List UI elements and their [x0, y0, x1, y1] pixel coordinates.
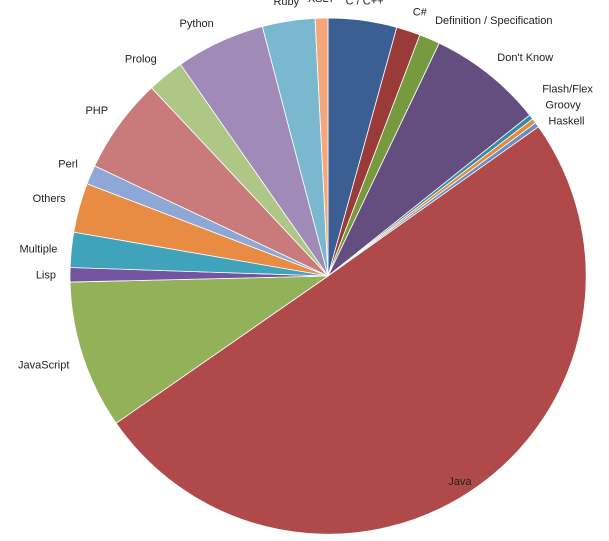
- slice-label-c-c: C / C++: [346, 0, 384, 8]
- slice-label-prolog: Prolog: [125, 54, 157, 66]
- slice-label-javascript: JavaScript: [18, 359, 69, 371]
- slice-label-haskell: Haskell: [548, 116, 584, 128]
- slice-label-others: Others: [33, 193, 67, 205]
- pie-slice-don-t-know: [327, 42, 531, 277]
- slice-label-java: Java: [448, 476, 472, 488]
- pie-slice-xslt: [314, 17, 329, 277]
- pie-slice-javascript: [69, 275, 330, 424]
- slice-label-python: Python: [180, 18, 214, 30]
- slice-label-definition-specification: Definition / Specification: [435, 15, 552, 27]
- slice-label-ruby: Ruby: [273, 0, 299, 8]
- pie-slices: [69, 17, 587, 535]
- pie-slice-java: [115, 126, 587, 535]
- slice-label-c: C#: [413, 7, 428, 19]
- slice-label-flash-flex: Flash/Flex: [542, 83, 593, 95]
- slice-label-xslt: XSLT: [308, 0, 335, 5]
- pie-labels: C / C++ C# Definition / Specification Don't…: [18, 0, 593, 488]
- slice-label-multiple: Multiple: [19, 243, 57, 255]
- slice-label-lisp: Lisp: [36, 270, 56, 282]
- slice-label-groovy: Groovy: [545, 100, 581, 112]
- slice-label-don-t-know: Don't Know: [497, 52, 553, 64]
- slice-label-php: PHP: [85, 105, 108, 117]
- slice-label-perl: Perl: [58, 158, 78, 170]
